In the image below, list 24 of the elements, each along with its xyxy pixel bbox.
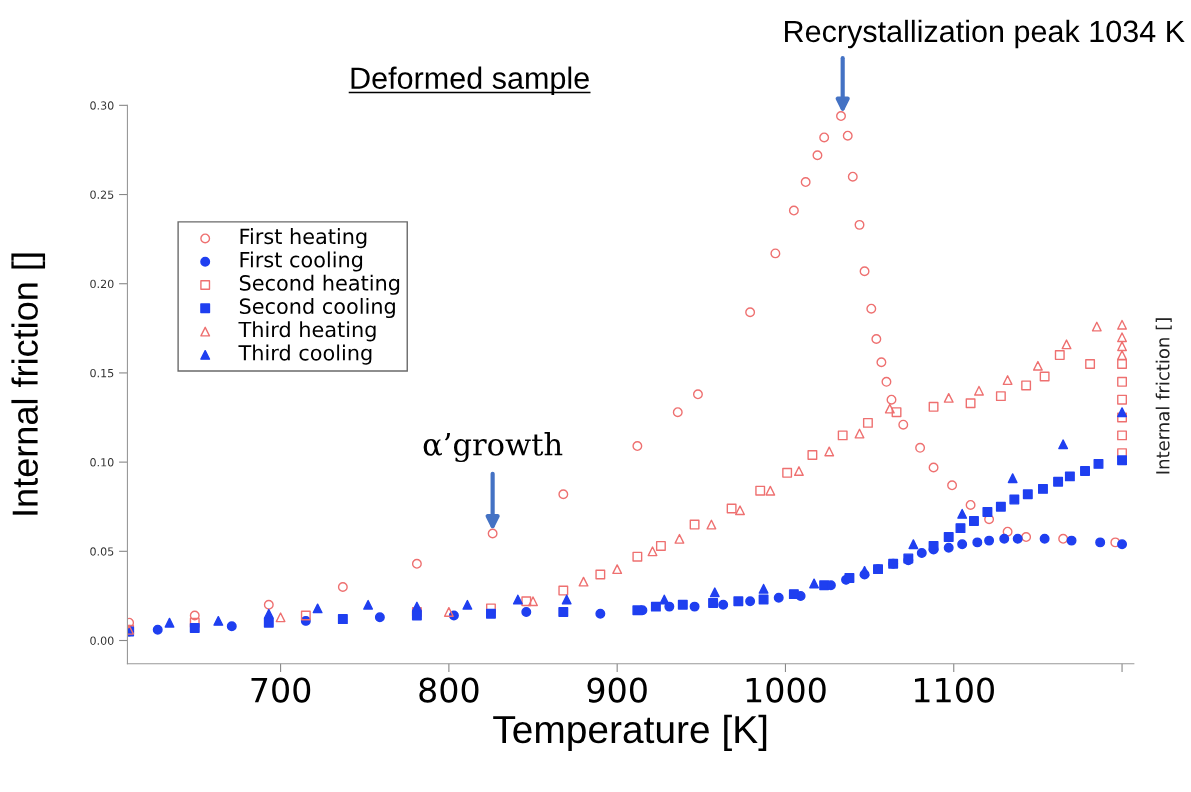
legend-label: Third cooling [238,344,372,365]
y-tick-label: 0.05 [90,547,114,556]
y-tick-label: 0.25 [90,190,114,199]
x-tick-label: 800 [419,677,479,703]
text: Internal friction [] [1155,318,1172,474]
y-tick-label: 0.10 [90,458,114,467]
legend-label: First heating [240,228,367,249]
legend-label: Second cooling [239,297,395,319]
legend-label: First cooling [240,251,363,272]
y-tick-label: 0.00 [90,636,114,645]
x-tick-label: 1000 [746,677,826,703]
x-axis-title: Temperature [K] [493,714,767,751]
annotation: α’growth [423,432,563,463]
y-axis-title: Internal friction [] [11,253,46,515]
chart-title: Deformed sample [351,66,589,96]
x-tick-label: 900 [587,677,647,703]
y-tick-label: 0.15 [90,368,114,378]
legend-label: Third heating [238,321,376,342]
x-tick-label: 1100 [915,677,994,703]
y-tick-label: 0.20 [90,279,114,289]
legend-label: Second heating [239,274,400,295]
annotation: Recrystallization peak 1034 K [785,19,1185,49]
y-tick-label: 0.30 [90,101,114,110]
x-tick-label: 700 [251,677,311,703]
